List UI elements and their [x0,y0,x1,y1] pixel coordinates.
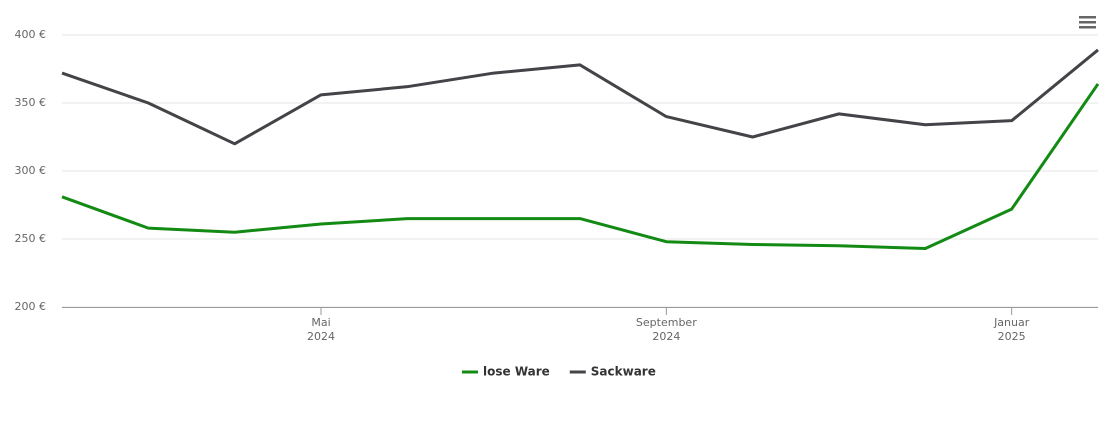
y-tick-label: 250 € [15,232,47,245]
x-tick-label: Januar [993,316,1030,329]
y-tick-label: 200 € [15,300,47,313]
series-line [61,48,1099,146]
x-tick-label: Mai [311,316,330,329]
y-tick-label: 350 € [15,96,47,109]
x-tick-label: September [636,316,697,329]
y-tick-label: 400 € [15,28,47,41]
x-tick-label: 2025 [998,330,1026,343]
legend-label: lose Ware [483,365,550,379]
legend: lose Ware Sackware [462,365,656,379]
menu-icon[interactable] [1079,16,1096,29]
series-line [61,83,1100,251]
y-tick-label: 300 € [15,164,47,177]
x-tick-label: 2024 [307,330,335,343]
legend-label: Sackware [591,365,656,379]
x-tick-label: 2024 [652,330,680,343]
